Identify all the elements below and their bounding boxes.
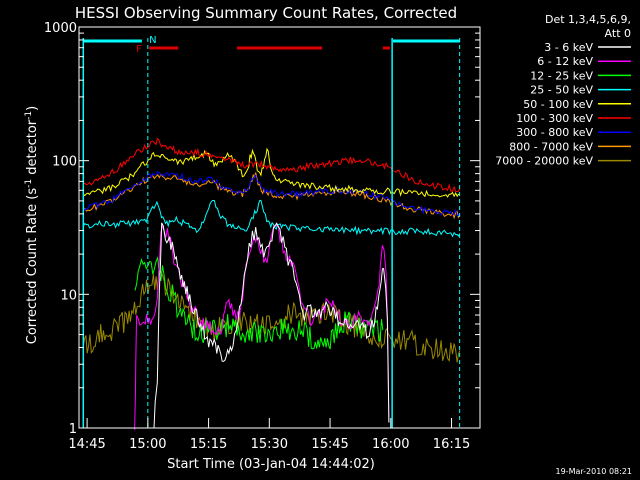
x-tick-label-0: 14:45	[68, 437, 105, 452]
series-line-4	[82, 147, 461, 198]
x-tick-label-2: 15:15	[190, 437, 227, 452]
y-tick-label-1: 10	[60, 288, 77, 303]
legend-label-1: 6 - 12 keV	[537, 55, 593, 68]
x-axis-label: Start Time (03-Jan-04 14:44:02)	[167, 457, 375, 472]
y-axis-label-sup1: -1	[24, 179, 34, 188]
legend-header-line2: Att 0	[605, 27, 631, 40]
series-line-8	[82, 270, 461, 363]
legend-label-6: 300 - 800 keV	[516, 126, 593, 139]
legend-label-3: 25 - 50 keV	[530, 84, 593, 97]
chart-title: HESSI Observing Summary Count Rates, Cor…	[75, 4, 457, 22]
y-axis-label-mid: detector	[25, 119, 40, 179]
series-line-3	[82, 199, 461, 238]
series-line-5	[82, 137, 461, 193]
legend-label-4: 50 - 100 keV	[523, 98, 593, 111]
y-axis-label-main: Corrected Count Rate (s	[25, 188, 40, 345]
series-line-1	[134, 223, 390, 430]
x-tick-label-5: 16:00	[372, 437, 409, 452]
flare-marker-label: F	[136, 44, 142, 55]
y-tick-label-2: 100	[52, 155, 77, 170]
legend-label-5: 100 - 300 keV	[516, 112, 593, 125]
axes-group: 1 10 100 1000 14:45 15:00 15:15 15:30 15:45 16:00…	[44, 21, 481, 452]
legend-label-8: 7000 - 20000 keV	[495, 155, 593, 168]
x-tick-label-6: 16:15	[433, 437, 470, 452]
series-line-2	[134, 255, 384, 350]
markers-group: FN	[82, 35, 461, 428]
series-line-7	[82, 172, 461, 220]
legend-header-line1: Det 1,3,4,5,6,9,	[545, 13, 631, 26]
x-tick-label-1: 15:00	[129, 437, 166, 452]
x-tick-label-3: 15:30	[251, 437, 288, 452]
series-group	[82, 137, 461, 430]
y-axis-label: Corrected Count Rate (s-1 detector-1)	[24, 106, 40, 344]
y-tick-label-3: 1000	[44, 21, 77, 36]
x-tick-label-4: 15:45	[311, 437, 348, 452]
y-axis-label-sup2: -1	[24, 111, 34, 120]
y-tick-label-0: 1	[69, 422, 77, 437]
y-axis-label-end: )	[25, 106, 40, 111]
plot-frame	[78, 26, 481, 429]
series-line-0	[153, 222, 390, 429]
series-line-6	[82, 170, 461, 217]
legend-label-2: 12 - 25 keV	[530, 69, 593, 82]
footer-timestamp: 19-Mar-2010 08:21	[556, 467, 633, 476]
night-marker-label: N	[149, 35, 156, 46]
legend-label-7: 800 - 7000 keV	[509, 140, 593, 153]
legend-label-0: 3 - 6 keV	[544, 41, 593, 54]
